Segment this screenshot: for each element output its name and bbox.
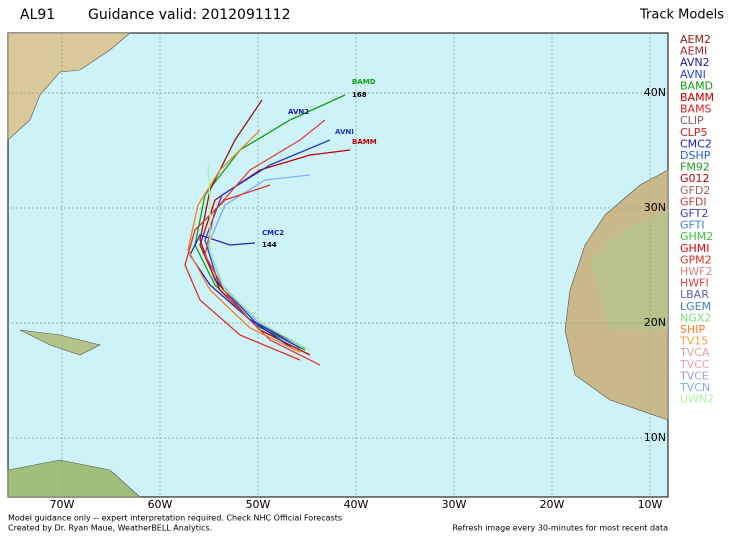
lon-label: 50W: [246, 498, 271, 511]
legend-entry: GHM2: [680, 230, 713, 243]
legend-entry: BAMS: [680, 103, 712, 116]
legend-entry: TV15: [679, 335, 708, 348]
lon-label: 10W: [638, 498, 663, 511]
legend-entry: AVNI: [680, 68, 706, 81]
footer-note: Model guidance only -- expert interpreta…: [8, 514, 342, 523]
lon-label: 40W: [344, 498, 369, 511]
lat-label: 30N: [644, 201, 666, 214]
legend-entry: TVCN: [679, 381, 710, 394]
legend-entry: NGX2: [680, 311, 711, 324]
track: [184, 184, 301, 361]
legend-entry: GHMI: [680, 242, 710, 255]
legend-entry: LGEM: [680, 300, 711, 313]
track-label: 144: [262, 241, 277, 249]
track: [207, 174, 311, 349]
legend-entry: TVCE: [679, 369, 709, 382]
legend-entry: AVN2: [680, 56, 710, 69]
lon-label: 20W: [540, 498, 565, 511]
map: BAMD 168 BAMM CMC2 144 AVN2 AVNI: [7, 32, 669, 498]
legend-entry: AEM2: [680, 33, 711, 46]
land-south-america: [7, 459, 141, 498]
legend-entry: CLP5: [680, 126, 707, 139]
track-label: CMC2: [262, 229, 284, 237]
legend-entry: GFT2: [680, 207, 708, 220]
legend-title: Track Models: [639, 8, 724, 23]
track-label: 168: [352, 91, 367, 99]
land-hispaniola: [19, 329, 101, 356]
legend-entry: FM92: [680, 161, 710, 174]
legend-entry: DSHP: [680, 149, 711, 162]
legend-entry: SHIP: [680, 323, 705, 336]
legend-entry: GFDI: [680, 195, 707, 208]
land-sahel: [590, 210, 668, 330]
track-label: AVN2: [288, 108, 309, 116]
footer-credit: Created by Dr. Ryan Maue, WeatherBELL An…: [8, 524, 212, 533]
legend-entry: LBAR: [680, 288, 709, 301]
legend-entry: CMC2: [680, 137, 712, 150]
track: [207, 164, 311, 351]
lon-label: 70W: [50, 498, 75, 511]
legend-entry: TVCA: [679, 346, 710, 359]
graticule: [8, 33, 668, 497]
lat-label: 40N: [644, 86, 666, 99]
legend-entry: HWFI: [680, 277, 709, 290]
legend-entry: GFTI: [680, 219, 705, 232]
legend-entry: UWN2: [680, 393, 714, 406]
legend-entry: BAMM: [680, 91, 714, 104]
legend-entry: AEMI: [680, 45, 707, 58]
track-label: BAMM: [352, 138, 377, 146]
legend-entry: HWF2: [680, 265, 712, 278]
track-label: AVNI: [335, 128, 354, 136]
tracks: [184, 94, 351, 366]
legend-entry: CLIP: [680, 114, 704, 127]
land-north-america: [7, 32, 131, 141]
track: [187, 129, 301, 353]
legend-entry: G012: [680, 172, 710, 185]
legend-entry: BAMD: [680, 79, 713, 92]
lon-label: 60W: [148, 498, 173, 511]
legend: AEM2AEMIAVN2AVNIBAMDBAMMBAMSCLIPCLP5CMC2…: [679, 33, 714, 406]
storm-id: AL91: [20, 7, 55, 23]
footer-refresh: Refresh image every 30-minutes for most …: [452, 524, 668, 533]
legend-entry: TVCC: [679, 358, 710, 371]
lat-label: 20N: [644, 316, 666, 329]
legend-entry: GPM2: [680, 253, 712, 266]
legend-entry: GFD2: [680, 184, 710, 197]
valid-time: Guidance valid: 2012091112: [88, 7, 290, 23]
ocean: [7, 32, 669, 498]
lon-label: 30W: [442, 498, 467, 511]
lat-label: 10N: [644, 431, 666, 444]
track-label: BAMD: [352, 78, 376, 86]
